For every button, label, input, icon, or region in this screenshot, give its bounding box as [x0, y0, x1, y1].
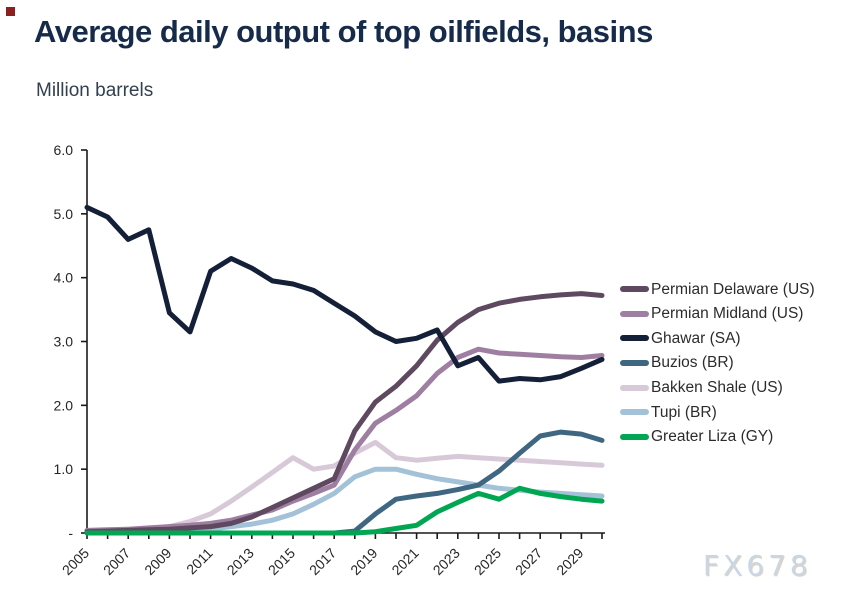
page-title: Average daily output of top oilfields, b… [34, 14, 653, 49]
legend-item-ghawar: Ghawar (SA) [620, 326, 815, 351]
svg-text:2005: 2005 [59, 545, 92, 578]
svg-text:2021: 2021 [388, 545, 421, 578]
bakken-shale-swatch-icon [620, 384, 649, 391]
svg-text:3.0: 3.0 [54, 334, 74, 350]
svg-text:2023: 2023 [430, 545, 463, 578]
red-marker [6, 7, 15, 16]
svg-text:2017: 2017 [306, 545, 339, 578]
svg-text:2007: 2007 [100, 545, 133, 578]
legend-item-greater-liza: Greater Liza (GY) [620, 425, 815, 450]
svg-text:2013: 2013 [224, 545, 257, 578]
greater-liza-swatch-icon [620, 433, 649, 440]
chart-legend: Permian Delaware (US) Permian Midland (U… [620, 277, 815, 449]
svg-text:2029: 2029 [553, 545, 586, 578]
permian-midland-swatch-icon [620, 310, 649, 317]
buzios-swatch-icon [620, 360, 649, 367]
permian-delaware-swatch-icon [620, 286, 649, 293]
ghawar-swatch-icon [620, 335, 649, 342]
legend-item-buzios: Buzios (BR) [620, 351, 815, 376]
legend-item-permian-midland: Permian Midland (US) [620, 302, 815, 327]
svg-text:-: - [68, 525, 73, 541]
svg-text:2011: 2011 [183, 545, 216, 578]
units-label: Million barrels [36, 80, 154, 101]
svg-text:2027: 2027 [512, 545, 545, 578]
svg-text:2025: 2025 [471, 545, 504, 578]
svg-text:6.0: 6.0 [54, 142, 74, 158]
svg-text:1.0: 1.0 [54, 461, 74, 477]
svg-text:2019: 2019 [347, 545, 380, 578]
legend-item-bakken-shale: Bakken Shale (US) [620, 375, 815, 400]
svg-text:4.0: 4.0 [54, 270, 74, 286]
svg-text:2.0: 2.0 [54, 397, 74, 413]
legend-item-tupi: Tupi (BR) [620, 400, 815, 425]
tupi-swatch-icon [620, 409, 649, 416]
watermark: FX678 [703, 549, 812, 582]
svg-text:5.0: 5.0 [54, 206, 74, 222]
svg-text:2015: 2015 [265, 545, 298, 578]
svg-text:2009: 2009 [141, 545, 174, 578]
legend-item-permian-delaware: Permian Delaware (US) [620, 277, 815, 302]
